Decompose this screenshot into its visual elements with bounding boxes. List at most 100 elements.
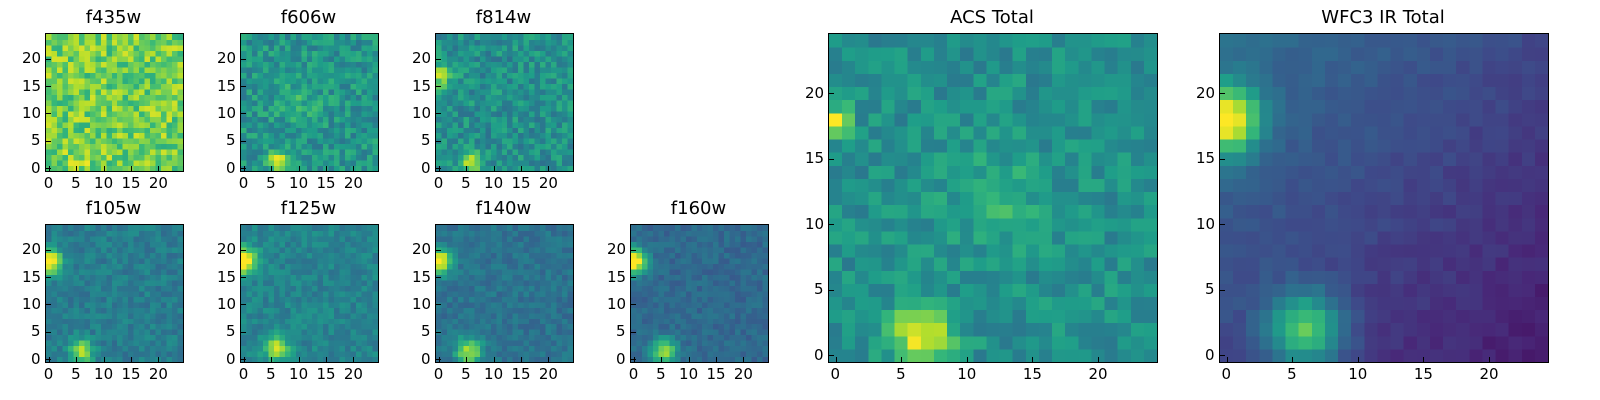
heatmap-cell [100, 88, 107, 95]
heatmap-cell [323, 99, 330, 106]
heatmap-cell [246, 34, 253, 41]
heatmap-cell [290, 154, 297, 161]
heatmap-cell [161, 268, 168, 275]
heatmap-cell [144, 88, 151, 95]
heatmap-cell [881, 217, 896, 232]
heatmap-cell [507, 301, 514, 308]
heatmap-cell [507, 241, 514, 248]
heatmap-cell [529, 105, 536, 112]
heatmap-cell [512, 241, 519, 248]
heatmap-cell [842, 296, 856, 311]
heatmap-cell [729, 268, 736, 275]
heatmap-cell [855, 296, 869, 311]
heatmap-cell [496, 351, 503, 358]
heatmap-cell [284, 285, 291, 292]
heatmap-cell [1091, 230, 1106, 245]
heatmap-cell [356, 351, 363, 358]
heatmap-cell [51, 334, 58, 341]
heatmap-cell [279, 66, 286, 73]
heatmap-cell [479, 154, 486, 161]
heatmap-cell [372, 279, 378, 286]
heatmap-cell [323, 351, 330, 358]
x-tick [493, 166, 495, 171]
heatmap-cell [328, 241, 335, 248]
heatmap-cell [663, 340, 670, 347]
heatmap-cell [973, 243, 988, 258]
heatmap-cell [161, 149, 168, 156]
heatmap-cell [268, 257, 275, 264]
heatmap-cell [740, 225, 747, 232]
heatmap-cell [545, 241, 552, 248]
heatmap-cell [479, 149, 486, 156]
heatmap-cell [312, 246, 319, 253]
heatmap-cell [246, 345, 253, 352]
heatmap-cell [1117, 138, 1132, 153]
heatmap-cell [501, 165, 508, 171]
heatmap-cell [567, 160, 573, 167]
heatmap-cell [328, 143, 335, 150]
heatmap-cell [685, 307, 692, 314]
heatmap-cell [67, 77, 74, 84]
heatmap-cell [479, 252, 486, 259]
heatmap-cell [361, 230, 368, 237]
heatmap-cell [89, 323, 96, 330]
heatmap-cell [735, 285, 742, 292]
heatmap-cell [534, 351, 541, 358]
heatmap-cell [757, 296, 764, 303]
heatmap-cell [67, 138, 74, 145]
heatmap-cell [117, 356, 124, 362]
heatmap-cell [696, 345, 703, 352]
heatmap-cell [507, 351, 514, 358]
heatmap-cell [128, 116, 135, 123]
heatmap-cell [273, 99, 280, 106]
heatmap-cell [161, 34, 168, 41]
heatmap-cell [907, 257, 922, 271]
heatmap-cell [652, 296, 659, 303]
heatmap-cell [663, 279, 670, 286]
heatmap-cell [713, 274, 720, 281]
heatmap-cell [933, 296, 948, 311]
heatmap-cell [452, 72, 459, 79]
heatmap-cell [468, 301, 475, 308]
heatmap-cell [457, 345, 464, 352]
heatmap-cell [518, 55, 525, 62]
heatmap-cell [457, 83, 464, 90]
heatmap-cell [262, 66, 269, 73]
heatmap-cell [501, 290, 508, 297]
heatmap-cell [702, 285, 709, 292]
heatmap-cell [512, 225, 519, 232]
heatmap-cell [279, 230, 286, 237]
heatmap-cell [334, 83, 341, 90]
heatmap-cell [262, 351, 269, 358]
heatmap-cell [367, 72, 374, 79]
heatmap-cell [1091, 217, 1106, 232]
heatmap-cell [339, 105, 346, 112]
heatmap-cell [295, 307, 302, 314]
heatmap-cell [279, 127, 286, 134]
heatmap-cell [529, 127, 536, 134]
heatmap-cell [306, 241, 313, 248]
heatmap-cell [669, 307, 676, 314]
heatmap-cell [306, 356, 313, 362]
heatmap-cell [674, 235, 681, 243]
heatmap-cell [262, 329, 269, 336]
heatmap-cell [652, 279, 659, 286]
heatmap-cell [350, 252, 357, 259]
heatmap-cell [122, 296, 129, 303]
heatmap-cell [534, 296, 541, 303]
heatmap-cell [446, 88, 454, 95]
heatmap-cell [295, 160, 302, 167]
heatmap-cell [306, 160, 313, 167]
heatmap-cell [328, 34, 335, 41]
heatmap-cell [540, 230, 547, 237]
heatmap-cell [78, 55, 85, 62]
heatmap-cell [496, 110, 503, 117]
heatmap-cell [78, 165, 85, 171]
heatmap-cell [540, 121, 547, 128]
heatmap-cell [446, 160, 454, 167]
heatmap-cell [312, 50, 319, 57]
heatmap-cell [56, 279, 64, 286]
heatmap-cell [556, 39, 563, 46]
heatmap-cell [636, 246, 643, 253]
heatmap-cell [947, 283, 961, 297]
